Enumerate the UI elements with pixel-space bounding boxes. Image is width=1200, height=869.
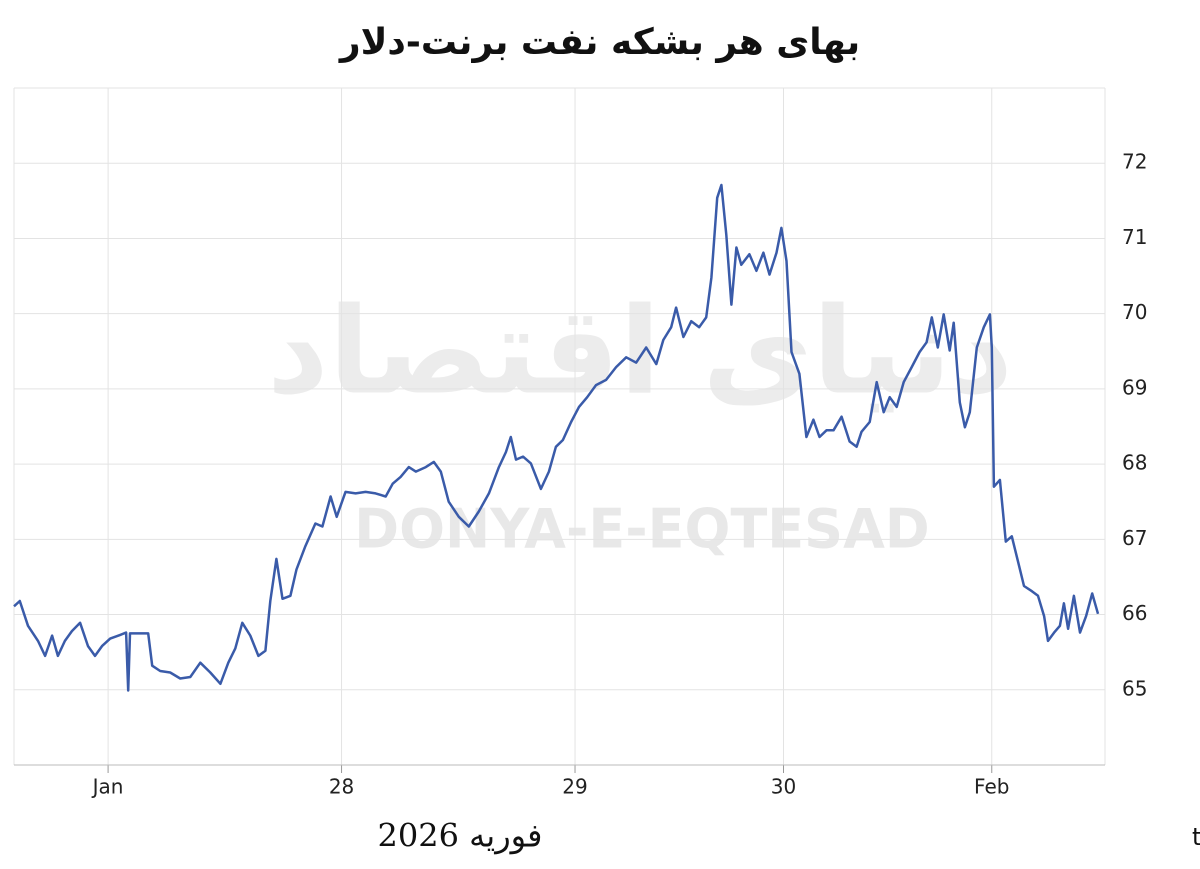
x-tick-label: 30 <box>771 775 796 799</box>
x-tick-label: Feb <box>974 775 1009 799</box>
x-tick-label: Jan <box>91 775 124 799</box>
source: منبع : tradingeconomics.com <box>1192 823 1200 851</box>
y-tick-label: 65 <box>1122 676 1147 700</box>
y-tick-label: 72 <box>1122 150 1147 174</box>
y-tick-label: 68 <box>1122 451 1147 475</box>
y-tick-label: 67 <box>1122 526 1147 550</box>
y-tick-label: 69 <box>1122 375 1147 399</box>
y-tick-label: 66 <box>1122 601 1147 625</box>
price-line <box>13 183 1100 692</box>
y-tick-label: 71 <box>1122 225 1147 249</box>
watermark: DONYA-E-EQTESAD <box>354 498 929 561</box>
chart-title: بهای هر بشکه نفت برنت-دلار <box>338 22 860 63</box>
watermark-fa: دنیای اقتصاد <box>267 283 1013 422</box>
footer-date: فوریه 2026 <box>378 817 543 855</box>
y-tick-label: 70 <box>1122 300 1147 324</box>
x-tick-label: 28 <box>329 775 354 799</box>
x-tick-label: 29 <box>562 775 587 799</box>
